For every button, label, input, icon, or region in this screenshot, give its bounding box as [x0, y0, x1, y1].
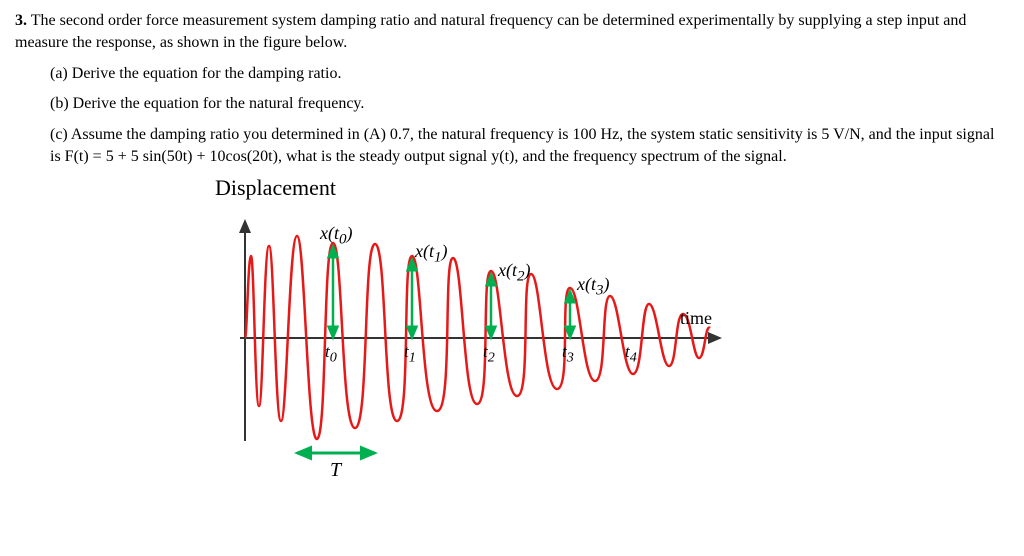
- tick-label-1: t1: [404, 340, 416, 368]
- subparts: (a) Derive the equation for the damping …: [50, 63, 1009, 169]
- subpart-a: (a) Derive the equation for the damping …: [50, 63, 1009, 85]
- subpart-c: (c) Assume the damping ratio you determi…: [50, 124, 1009, 169]
- peak-label-2: x(t2): [498, 258, 530, 288]
- peak-label-1: x(t1): [415, 239, 447, 269]
- tick-label-2: t2: [483, 340, 495, 368]
- question-number: 3.: [15, 12, 27, 29]
- damped-oscillation-chart: [215, 206, 775, 476]
- peak-label-0: x(t0): [320, 221, 352, 251]
- figure: Displacement: [215, 173, 1009, 476]
- question-header: 3. The second order force measurement sy…: [15, 10, 1009, 55]
- subpart-b: (b) Derive the equation for the natural …: [50, 93, 1009, 115]
- period-label: T: [330, 456, 341, 484]
- tick-label-0: t0: [325, 340, 337, 368]
- chart-area: x(t0) x(t1) x(t2) x(t3) time t0 t1 t2 t3…: [215, 206, 775, 476]
- peak-label-3: x(t3): [577, 272, 609, 302]
- tick-label-3: t3: [562, 340, 574, 368]
- tick-label-4: t4: [625, 340, 637, 368]
- y-axis-title: Displacement: [215, 173, 1009, 204]
- time-axis-label: time: [680, 306, 712, 331]
- question-intro: The second order force measurement syste…: [15, 12, 966, 51]
